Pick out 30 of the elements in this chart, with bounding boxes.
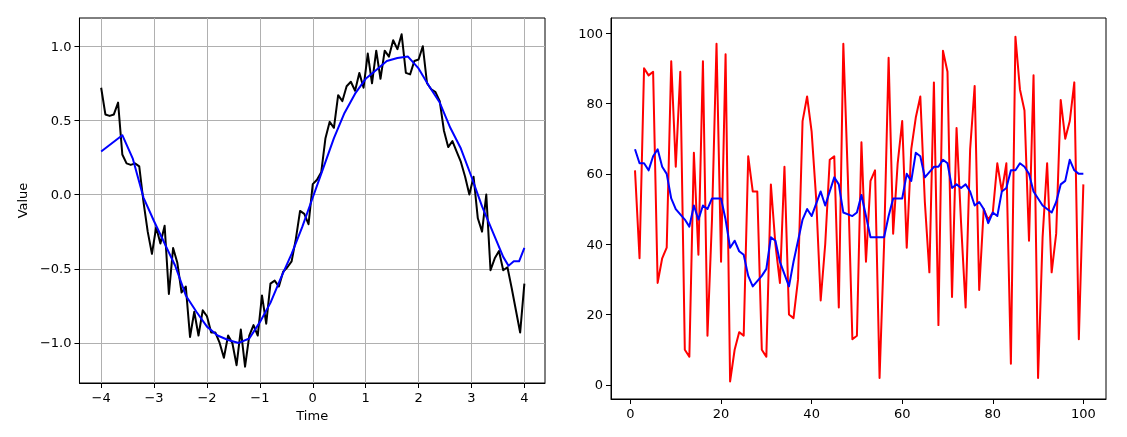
- x-tick-label: 2: [414, 390, 423, 405]
- y-tick-label: 20: [586, 307, 603, 323]
- x-tick-label: −3: [144, 390, 164, 405]
- x-tick-label: 80: [984, 406, 1002, 421]
- x-axis-title: Time: [295, 408, 329, 423]
- x-tick-label: 60: [893, 406, 911, 421]
- x-tick-label: 100: [1070, 406, 1096, 421]
- y-tick-label: −1.0: [39, 335, 72, 351]
- y-tick-label: 1.0: [50, 38, 72, 54]
- x-tick-label: 3: [467, 390, 476, 405]
- line-series: [634, 35, 1085, 383]
- y-tick-label: 100: [578, 25, 603, 41]
- x-tick-label: −1: [250, 390, 270, 405]
- x-tick-label: 0: [626, 406, 635, 421]
- x-tick-label: 4: [520, 390, 529, 405]
- y-tick-label: 60: [586, 166, 603, 182]
- x-tick-label: 1: [361, 390, 370, 405]
- y-tick-label: 80: [586, 95, 603, 111]
- y-tick-label: 0.0: [50, 187, 72, 203]
- y-tick-label: 40: [586, 236, 603, 252]
- x-tick-label: 20: [712, 406, 730, 421]
- y-tick-label: −0.5: [39, 261, 72, 277]
- x-tick-label: 40: [803, 406, 820, 421]
- x-tick-label: −2: [197, 390, 217, 405]
- x-tick-label: −4: [91, 390, 111, 405]
- y-tick-label: 0.5: [50, 112, 72, 128]
- x-tick-label: 0: [308, 390, 317, 405]
- y-tick-label: 0: [594, 377, 603, 393]
- line-series: [634, 148, 1085, 288]
- y-axis-title: Value: [15, 182, 30, 219]
